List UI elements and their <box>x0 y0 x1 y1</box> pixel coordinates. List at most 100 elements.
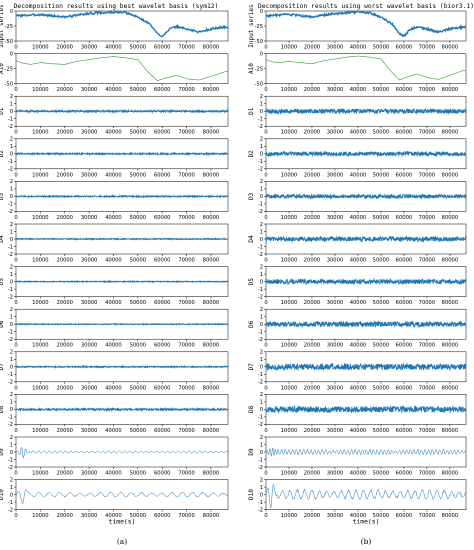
y-tick-label: 2 <box>260 477 263 483</box>
x-tick-label: 40000 <box>105 258 122 264</box>
y-tick-label: 2 <box>10 350 13 356</box>
y-tick-label: -2 <box>258 167 263 173</box>
x-tick-label: 0 <box>264 343 267 349</box>
y-tick-label: 2 <box>260 179 263 185</box>
x-tick-label: 60000 <box>154 513 171 519</box>
x-tick-label: 70000 <box>419 87 436 93</box>
x-tick-label: 20000 <box>304 130 321 136</box>
y-tick-label: 1 <box>10 315 13 321</box>
plot-frame <box>15 479 229 510</box>
x-tick-label: 70000 <box>178 130 195 136</box>
x-tick-label: 20000 <box>304 172 321 178</box>
x-tick-label: 60000 <box>154 385 171 391</box>
y-tick-label: 0 <box>260 407 263 413</box>
y-tick-label: -1 <box>258 330 263 336</box>
x-tick-label: 60000 <box>396 130 413 136</box>
x-tick-label: 0 <box>14 45 17 51</box>
x-tick-label: 80000 <box>203 45 220 51</box>
x-tick-label: 20000 <box>304 300 321 306</box>
x-tick-label: 40000 <box>105 300 122 306</box>
x-tick-label: 40000 <box>350 471 367 477</box>
y-axis-label: D1 <box>0 107 5 115</box>
x-tick-label: 0 <box>14 385 17 391</box>
x-tick-label: 0 <box>264 45 267 51</box>
y-tick-label: 2 <box>260 94 263 100</box>
x-tick-label: 40000 <box>105 172 122 178</box>
x-tick-label: 10000 <box>281 385 298 391</box>
x-tick-label: 30000 <box>327 258 344 264</box>
y-tick-label: 2 <box>10 137 13 143</box>
x-tick-label: 0 <box>14 130 17 136</box>
y-tick-label: -2 <box>258 209 263 215</box>
y-axis-label: D3 <box>0 192 5 200</box>
x-tick-label: 60000 <box>154 428 171 434</box>
x-tick-label: 10000 <box>281 471 298 477</box>
x-tick-label: 0 <box>14 215 17 221</box>
y-tick-label: 1 <box>10 485 13 491</box>
x-tick-label: 80000 <box>442 258 459 264</box>
y-axis-label: Input series <box>0 4 5 48</box>
y-tick-label: -1 <box>258 287 263 293</box>
x-tick-label: 80000 <box>442 513 459 519</box>
x-tick-label: 80000 <box>203 130 220 136</box>
y-tick-label: 1 <box>260 400 263 406</box>
x-tick-label: 50000 <box>373 471 390 477</box>
y-tick-label: 0 <box>10 322 13 328</box>
x-tick-label: 30000 <box>327 45 344 51</box>
series-line-input-series <box>15 9 229 38</box>
x-tick-label: 20000 <box>56 471 73 477</box>
x-tick-label: 0 <box>264 172 267 178</box>
x-tick-label: 60000 <box>154 45 171 51</box>
x-tick-label: 10000 <box>281 45 298 51</box>
y-tick-label: -2 <box>8 209 13 215</box>
y-tick-label: 0 <box>260 194 263 200</box>
y-tick-label: 0 <box>260 152 263 158</box>
x-tick-label: 40000 <box>350 215 367 221</box>
x-tick-label: 0 <box>14 172 17 178</box>
x-tick-label: 10000 <box>281 172 298 178</box>
x-tick-label: 70000 <box>178 172 195 178</box>
x-tick-label: 20000 <box>56 343 73 349</box>
x-tick-label: 10000 <box>281 343 298 349</box>
series-line-d7 <box>15 364 229 370</box>
x-tick-label: 0 <box>14 258 17 264</box>
y-tick-label: 2 <box>10 264 13 270</box>
x-tick-label: 30000 <box>327 87 344 93</box>
x-tick-label: 20000 <box>304 343 321 349</box>
x-tick-label: 0 <box>264 130 267 136</box>
x-tick-label: 10000 <box>32 258 49 264</box>
x-tick-label: 60000 <box>396 343 413 349</box>
y-tick-label: 0 <box>260 279 263 285</box>
x-tick-label: 40000 <box>350 343 367 349</box>
x-tick-label: 50000 <box>130 172 147 178</box>
x-tick-label: 40000 <box>105 428 122 434</box>
x-tick-label: 0 <box>264 471 267 477</box>
x-tick-label: 20000 <box>304 471 321 477</box>
x-tick-label: 0 <box>14 87 17 93</box>
x-tick-label: 80000 <box>203 343 220 349</box>
x-tick-label: 10000 <box>281 428 298 434</box>
x-tick-label: 70000 <box>419 343 436 349</box>
series-line-d5 <box>15 279 229 284</box>
y-tick-label: 0 <box>260 237 263 243</box>
y-tick-label: -1 <box>258 415 263 421</box>
y-tick-label: 1 <box>10 400 13 406</box>
x-tick-label: 10000 <box>32 385 49 391</box>
x-tick-label: 60000 <box>154 471 171 477</box>
x-tick-label: 20000 <box>304 87 321 93</box>
y-tick-label: -2 <box>258 465 263 471</box>
y-tick-label: -50 <box>255 81 263 87</box>
x-tick-label: 20000 <box>56 300 73 306</box>
series-line-d6 <box>15 322 229 326</box>
y-tick-label: -2 <box>258 507 263 513</box>
series-line-d3 <box>15 193 229 199</box>
